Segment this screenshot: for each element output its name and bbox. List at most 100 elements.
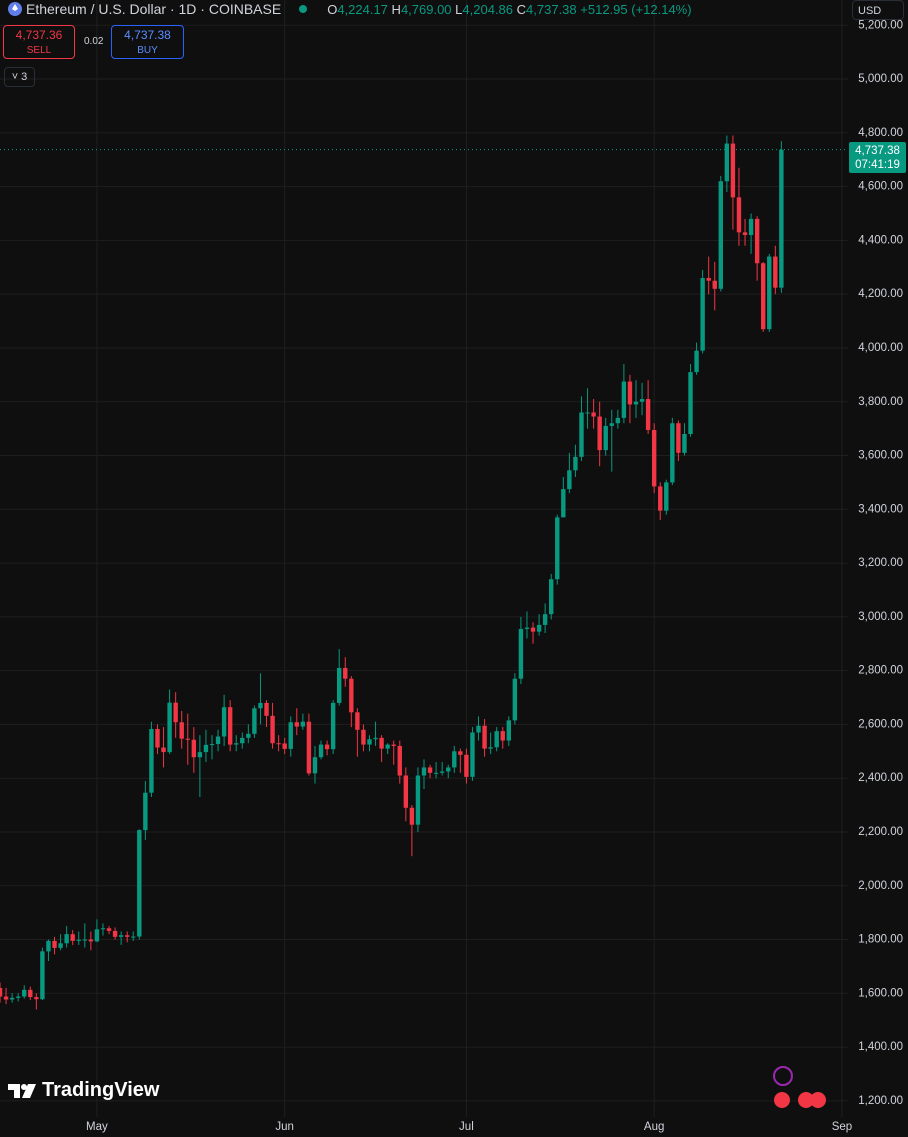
candle-body xyxy=(542,614,548,625)
candle-body xyxy=(591,412,596,417)
candle-body xyxy=(197,752,203,758)
candle-body xyxy=(724,143,730,182)
spread: 0.02 xyxy=(84,36,104,47)
ohlc-value: 4,769.00 xyxy=(400,1,452,17)
candle-body xyxy=(15,996,21,998)
candle-body xyxy=(579,412,584,457)
y-tick-label: 1,600.00 xyxy=(858,987,903,999)
y-tick-label: 3,000.00 xyxy=(858,611,903,623)
candle-body xyxy=(82,939,87,941)
currency-button[interactable]: USD xyxy=(852,0,904,20)
candle-body xyxy=(761,263,766,330)
candle-body xyxy=(240,737,245,744)
candle-body xyxy=(3,996,9,1000)
price-tag: 4,737.38 07:41:19 xyxy=(849,142,906,173)
candle-body xyxy=(264,702,269,716)
ohlc-label: L xyxy=(455,1,463,17)
y-tick-label: 1,400.00 xyxy=(858,1041,903,1053)
candle-body xyxy=(524,627,530,629)
candle-body xyxy=(125,935,130,937)
candle-body xyxy=(518,628,524,679)
candle-body xyxy=(361,729,366,745)
y-tick-label: 4,800.00 xyxy=(858,127,903,139)
candle-body xyxy=(215,736,221,745)
candle-body xyxy=(585,412,590,414)
candle-body xyxy=(682,434,687,453)
candle-body xyxy=(488,747,493,749)
y-tick-label: 2,000.00 xyxy=(858,880,903,892)
x-tick-label: May xyxy=(86,1121,108,1133)
candle-body xyxy=(34,997,39,1000)
coin-icon xyxy=(8,2,22,16)
candle-body xyxy=(143,792,148,831)
candle-body xyxy=(651,429,657,487)
candle-body xyxy=(464,754,469,777)
candle-body xyxy=(700,278,705,351)
candle-body xyxy=(131,936,136,938)
candle-body xyxy=(343,667,348,679)
candle-body xyxy=(621,381,627,418)
candle-body xyxy=(330,702,336,750)
candle-body xyxy=(730,143,736,198)
candle-body xyxy=(28,989,33,998)
candle-body xyxy=(615,417,621,424)
candle-body xyxy=(52,940,57,948)
buy-button[interactable]: 4,737.38 BUY xyxy=(111,25,184,59)
sell-price: 4,737.36 xyxy=(15,28,63,42)
candle-body xyxy=(397,745,402,776)
candle-body xyxy=(355,712,360,730)
candle-body xyxy=(627,381,633,405)
symbol[interactable]: Ethereum / U.S. Dollar · 1D · COINBASE xyxy=(26,1,282,17)
candle-body xyxy=(476,725,481,733)
candle-body xyxy=(458,751,463,755)
candle-body xyxy=(603,425,608,451)
x-tick-label: Aug xyxy=(644,1121,664,1133)
candle-body xyxy=(609,423,614,426)
candle-body xyxy=(70,934,75,941)
sell-button[interactable]: 4,737.36 SELL xyxy=(3,25,75,59)
candle-body xyxy=(276,743,281,745)
candle-body xyxy=(555,517,560,580)
candle-body xyxy=(209,744,215,746)
candle-body xyxy=(324,744,330,750)
y-tick-label: 1,200.00 xyxy=(858,1095,903,1107)
indicators-toggle[interactable]: ˅ 3 xyxy=(4,67,35,87)
price-tag-value: 4,737.38 xyxy=(855,145,900,157)
change: +512.95 (+12.14%) xyxy=(580,1,692,17)
candle-body xyxy=(173,702,178,723)
candle-body xyxy=(288,722,293,749)
candle-body xyxy=(754,218,760,264)
candle-body xyxy=(718,181,723,289)
candle-body xyxy=(234,743,239,745)
candle-body xyxy=(64,934,69,944)
candle-body xyxy=(367,739,372,745)
candle-body xyxy=(258,702,263,709)
candle-body xyxy=(161,747,166,753)
candle-body xyxy=(567,470,572,490)
logo[interactable]: TradingView xyxy=(8,1079,159,1102)
candle-body xyxy=(221,707,227,737)
candle-body xyxy=(118,935,124,937)
status-dot xyxy=(299,5,308,13)
candle-body xyxy=(767,256,772,330)
candle-body xyxy=(573,456,578,471)
candle-body xyxy=(167,702,172,753)
candle-body xyxy=(506,720,511,741)
candle-body xyxy=(318,744,324,758)
candle-body xyxy=(748,218,754,236)
y-tick-label: 2,600.00 xyxy=(858,718,903,730)
candle-body xyxy=(427,767,433,773)
candle-body xyxy=(706,278,711,281)
x-tick-label: Jun xyxy=(275,1121,294,1133)
ohlc-value: 4,224.17 xyxy=(337,1,388,17)
candle-body xyxy=(446,767,451,772)
candle-body xyxy=(415,775,421,825)
candle-body xyxy=(676,423,681,453)
candle-body xyxy=(179,722,184,739)
candle-body xyxy=(306,721,312,774)
candle-body xyxy=(312,757,318,774)
candle-body xyxy=(270,715,275,744)
candle-body xyxy=(433,772,439,774)
y-tick-label: 2,400.00 xyxy=(858,772,903,784)
